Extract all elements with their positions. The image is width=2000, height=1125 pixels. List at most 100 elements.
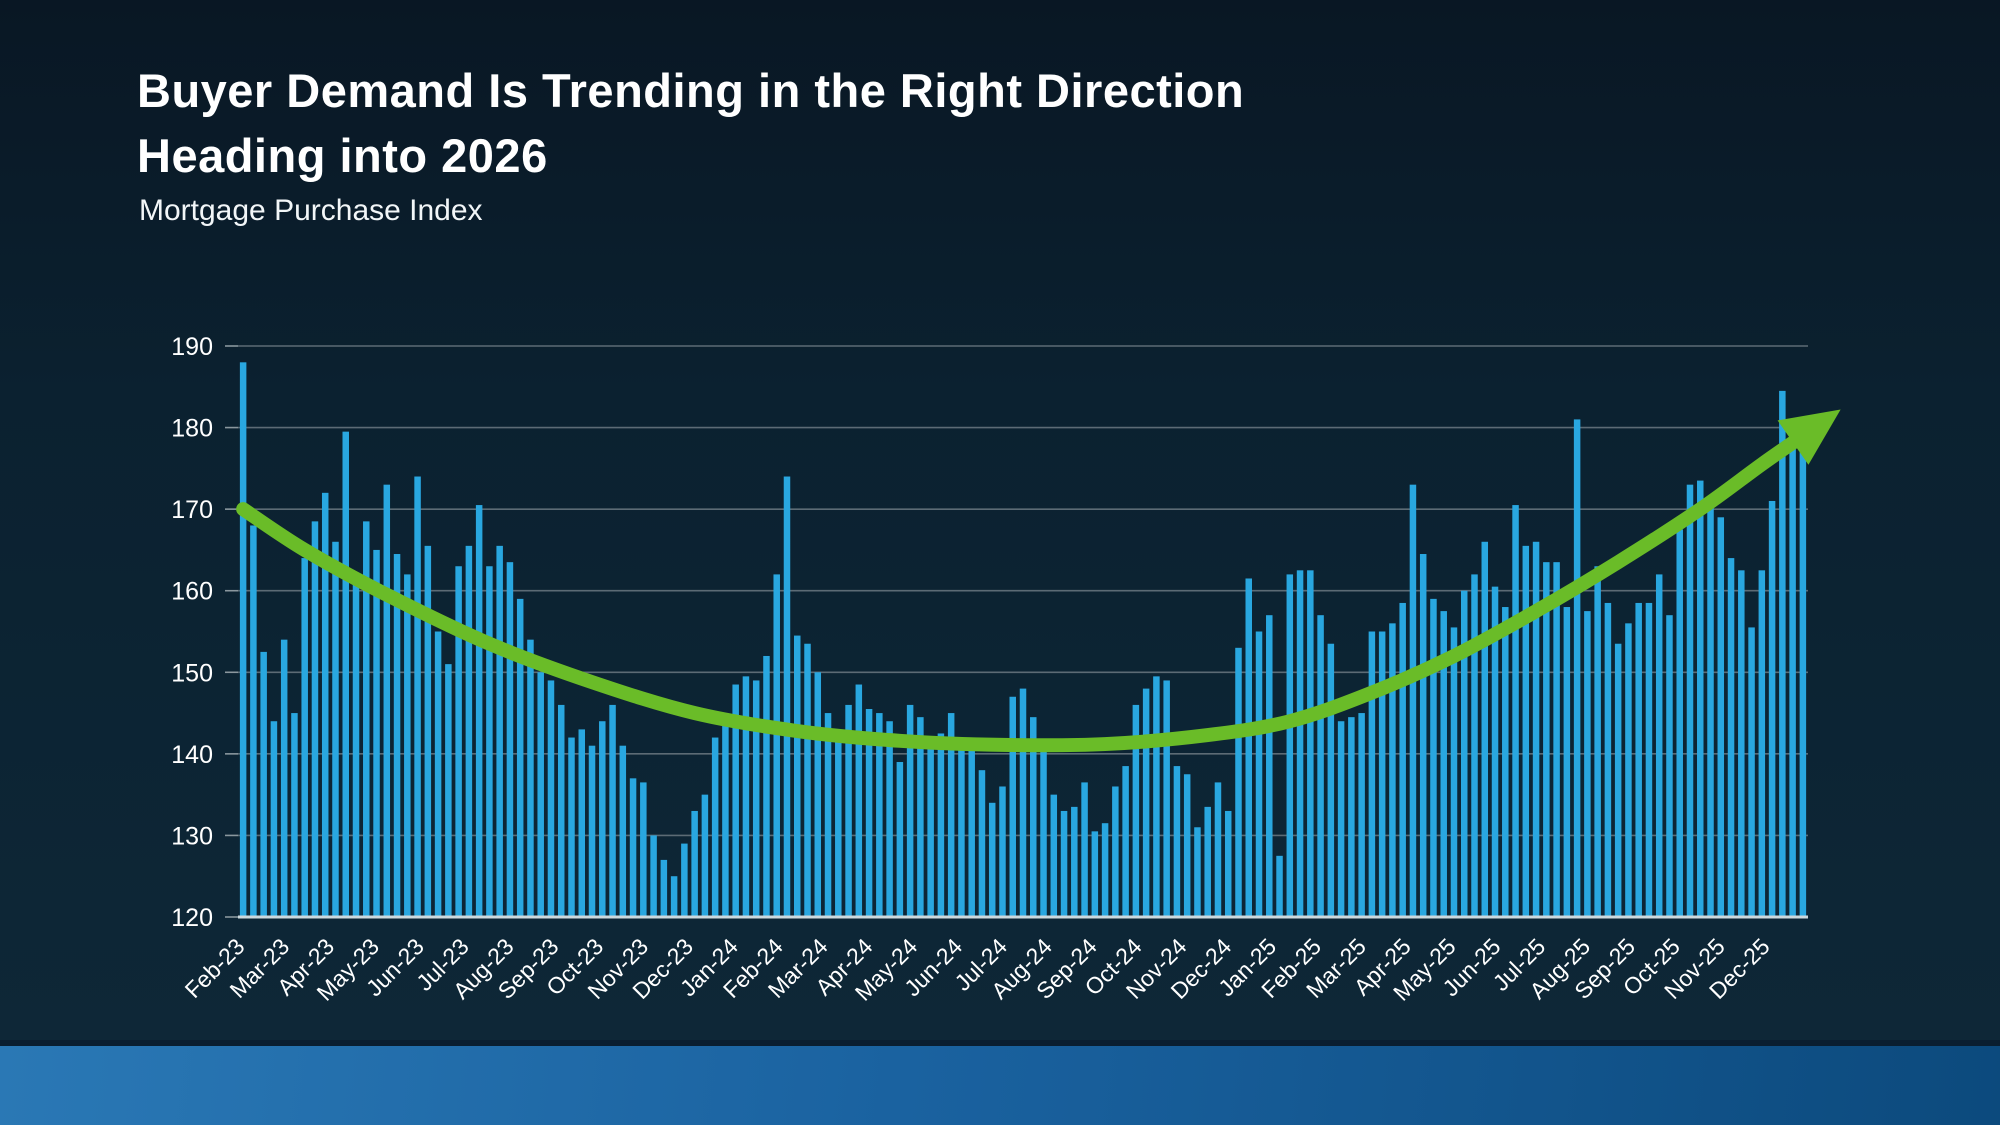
bar <box>1491 586 1499 917</box>
bar <box>670 876 678 917</box>
bar <box>711 737 719 917</box>
bar <box>588 745 596 917</box>
bar <box>691 810 698 917</box>
bar <box>1296 570 1304 917</box>
bar <box>486 566 493 917</box>
bar <box>1799 419 1807 917</box>
bar <box>1481 541 1489 917</box>
bar <box>1173 766 1181 917</box>
bar <box>352 582 360 917</box>
bar <box>475 505 483 917</box>
bar <box>1009 696 1016 917</box>
bar <box>1101 823 1109 917</box>
footer-bar: Source: MBA <box>0 1046 2000 1125</box>
footer-divider <box>0 1040 2000 1046</box>
bar <box>1122 766 1129 917</box>
bar <box>260 651 267 917</box>
bar <box>886 721 893 917</box>
bar <box>640 782 647 917</box>
bar <box>1717 517 1725 917</box>
bar <box>1707 500 1714 917</box>
bar <box>1758 570 1766 917</box>
bar <box>1779 390 1786 918</box>
bar <box>1460 590 1468 917</box>
bar <box>1789 423 1796 917</box>
bar <box>424 545 432 917</box>
bar <box>1655 574 1663 917</box>
bar <box>291 713 298 917</box>
bar <box>239 362 247 917</box>
y-tick-label: 150 <box>171 659 213 687</box>
bar <box>1686 484 1694 917</box>
bar <box>599 721 606 917</box>
bar <box>773 574 780 917</box>
bar <box>1389 623 1396 917</box>
bar <box>342 431 349 917</box>
bar <box>1163 680 1170 917</box>
bar <box>1430 598 1437 917</box>
bar <box>332 541 339 917</box>
bar <box>506 562 514 917</box>
bar <box>1419 554 1427 917</box>
bar <box>404 574 411 917</box>
bar <box>1645 602 1653 917</box>
bar <box>1399 602 1406 917</box>
bar <box>927 745 934 917</box>
bar <box>681 843 688 917</box>
bar <box>557 704 565 917</box>
bar <box>660 859 668 917</box>
bar <box>742 676 750 917</box>
bar <box>496 545 503 917</box>
bar <box>937 733 945 917</box>
bar <box>1358 713 1365 917</box>
bar <box>568 737 575 917</box>
bar <box>1112 786 1119 917</box>
bar <box>876 713 883 917</box>
bar <box>465 545 473 917</box>
trend-curve <box>236 428 1810 753</box>
bar <box>1532 541 1540 917</box>
bar <box>1183 774 1191 917</box>
bar <box>1235 647 1242 917</box>
bar <box>824 713 832 917</box>
bar <box>1584 611 1591 917</box>
bar <box>363 521 370 917</box>
bar <box>537 672 544 917</box>
trend-arrowhead <box>1777 409 1841 465</box>
bar <box>1214 782 1222 917</box>
bar <box>1738 570 1745 917</box>
bar <box>1563 607 1571 917</box>
bar <box>804 643 811 917</box>
bar <box>527 639 534 917</box>
bar <box>1635 602 1642 917</box>
chart-subtitle: Mortgage Purchase Index <box>139 194 483 227</box>
bar <box>629 778 637 917</box>
bar <box>793 635 801 917</box>
bar <box>516 598 524 917</box>
bar <box>619 745 627 917</box>
bar <box>978 770 986 917</box>
bar <box>1071 806 1078 917</box>
bar <box>383 484 391 917</box>
bar <box>1697 480 1704 917</box>
bar <box>1625 623 1632 917</box>
bar <box>701 794 709 917</box>
bar <box>1594 566 1601 917</box>
bar <box>1337 721 1345 917</box>
bar <box>1327 643 1335 917</box>
bar <box>1522 545 1530 917</box>
bar <box>1050 794 1058 917</box>
bar <box>968 745 975 917</box>
bar <box>1194 827 1201 917</box>
bar <box>896 762 904 917</box>
bar <box>1573 419 1581 917</box>
bar <box>1142 688 1150 917</box>
bar <box>445 664 452 917</box>
bar <box>301 558 308 917</box>
bar <box>1153 676 1160 917</box>
bar <box>1286 574 1294 917</box>
y-tick-label: 120 <box>171 904 213 932</box>
bar <box>732 684 739 917</box>
